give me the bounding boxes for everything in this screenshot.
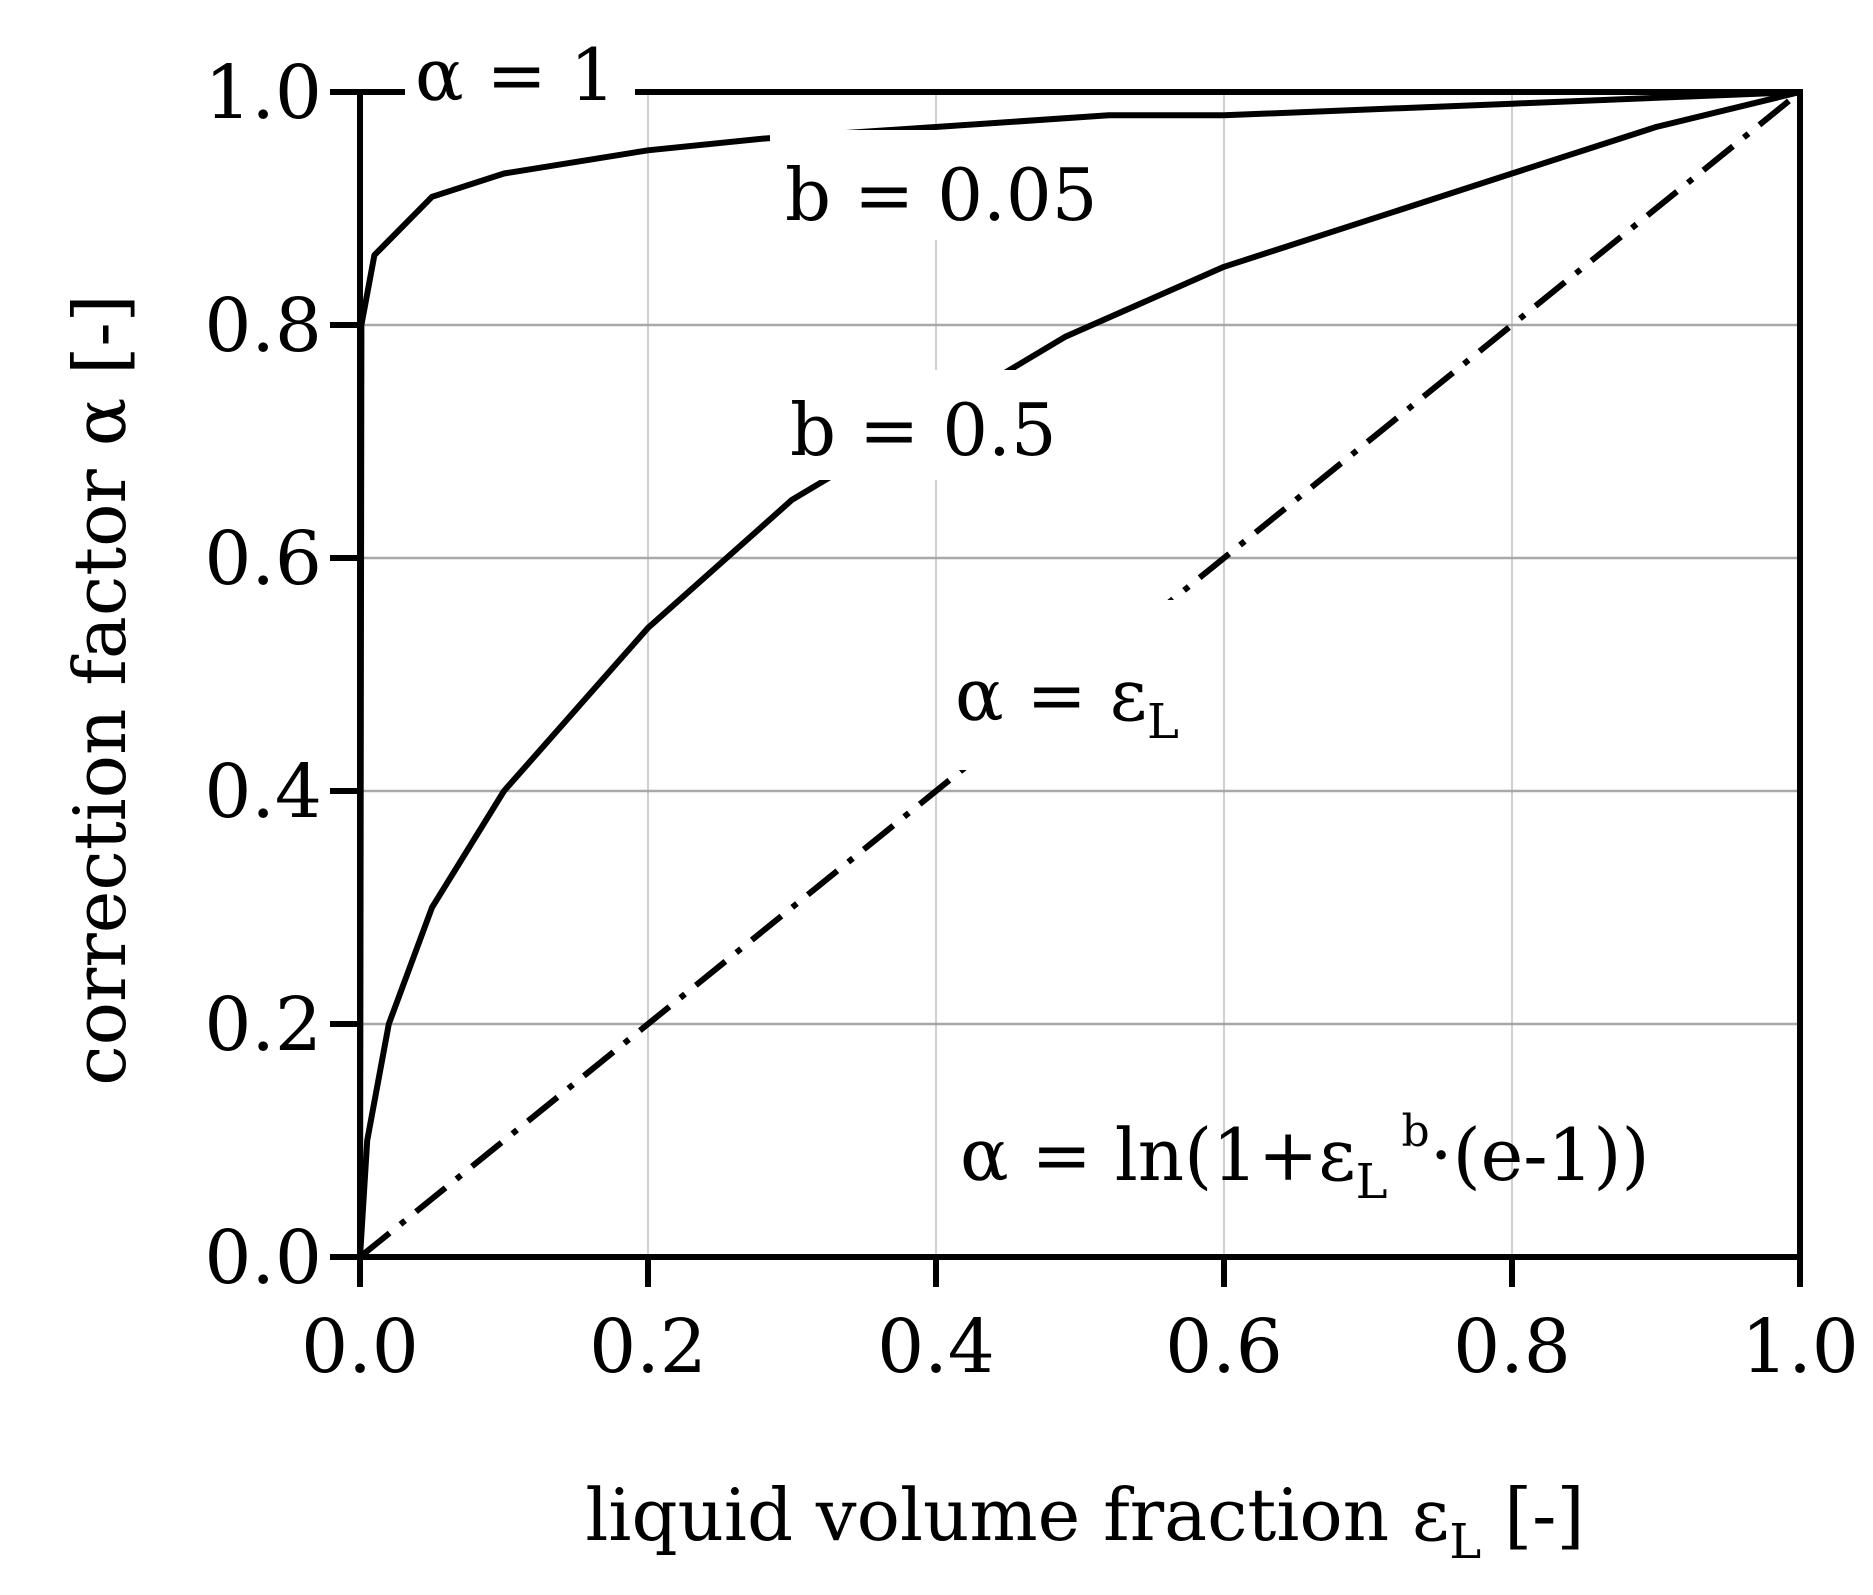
- x-axis-title-subscript: L: [1449, 1514, 1481, 1570]
- x-axis-title-unit-space: [1481, 1473, 1504, 1557]
- series-label-alpha-eps-l: α = εL: [955, 653, 1179, 750]
- formula-superscript-b: b: [1388, 1106, 1430, 1157]
- y-tick-label-1.0: 1.0: [204, 50, 322, 136]
- series-label-alpha-eps-l-text: α = ε: [955, 653, 1147, 737]
- series-label-b-0.05: b = 0.05: [785, 153, 1098, 237]
- y-tick-label-0.6: 0.6: [204, 516, 322, 602]
- x-tick-label-0.8: 0.8: [1453, 1304, 1571, 1390]
- series-line-2: [357, 89, 1801, 1258]
- x-tick-label-0.0: 0.0: [301, 1304, 419, 1390]
- formula-subscript-l: L: [1356, 1154, 1388, 1210]
- formula-annotation: α = ln(1+εL b·(e-1)): [960, 1106, 1650, 1210]
- x-tick-label-1.0: 1.0: [1741, 1304, 1859, 1390]
- formula-lhs: α = ln(1+ε: [960, 1113, 1356, 1197]
- series-line-1: [357, 89, 1801, 1258]
- formula-rhs: ·(e-1)): [1430, 1113, 1650, 1197]
- gridlines: [360, 92, 1800, 1257]
- series-label-b-0.5: b = 0.5: [790, 388, 1057, 472]
- series-line-3: [358, 89, 1802, 1260]
- x-axis-title: liquid volume fraction εL [-]: [585, 1473, 1584, 1570]
- y-tick-label-0.0: 0.0: [204, 1215, 322, 1301]
- series-label-alpha-1: α = 1: [415, 33, 616, 117]
- x-tick-label-0.4: 0.4: [877, 1304, 995, 1390]
- label-b005-bg: [770, 130, 1120, 240]
- tick-labels: 0.0 0.2 0.4 0.6 0.8 1.0 0.0 0.2 0.4 0.6 0.8 1.0: [204, 50, 1859, 1390]
- series-label-alpha-eps-l-subscript: L: [1147, 694, 1179, 750]
- y-tick-label-0.4: 0.4: [204, 749, 322, 835]
- label-alpha-1-bg: [405, 30, 635, 110]
- y-axis-title: correction factor α [-]: [58, 294, 142, 1086]
- plot-frame: [357, 89, 1803, 1260]
- x-axis-title-text: liquid volume fraction ε: [585, 1473, 1449, 1557]
- y-tick-label-0.2: 0.2: [204, 982, 322, 1068]
- label-b05-bg: [780, 370, 1080, 480]
- x-axis-title-unit: [-]: [1504, 1473, 1585, 1557]
- label-alpha-epsL-bg: [950, 600, 1210, 770]
- axes-frame: [357, 89, 1803, 1260]
- x-tick-label-0.6: 0.6: [1165, 1304, 1283, 1390]
- y-tick-label-0.8: 0.8: [204, 283, 322, 369]
- x-tick-label-0.2: 0.2: [589, 1304, 707, 1390]
